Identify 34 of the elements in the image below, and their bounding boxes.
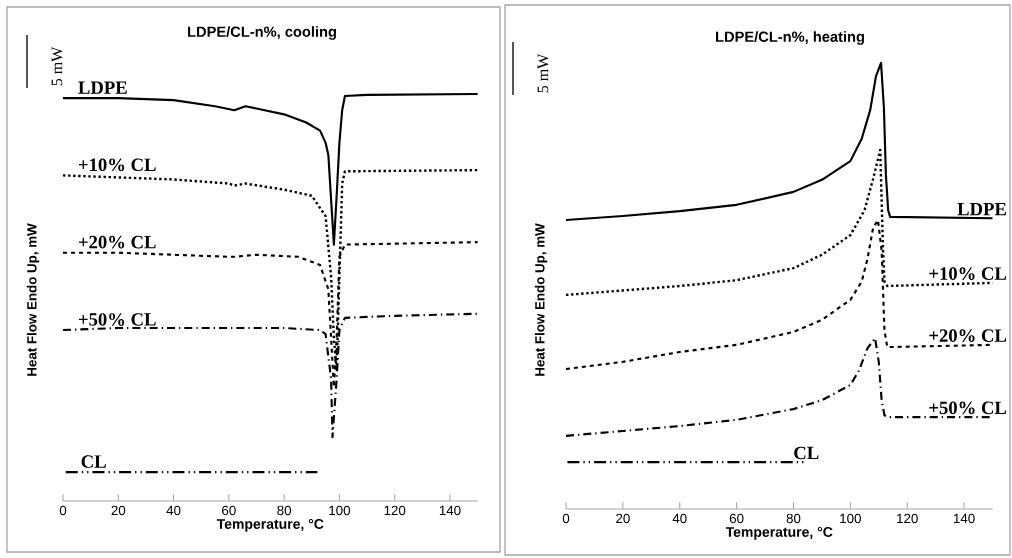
chart-title: LDPE/CL-n%, cooling	[188, 26, 336, 40]
series-label: +20% CL	[78, 235, 156, 249]
series-label: +10% CL	[929, 267, 1007, 280]
series-label: CL	[81, 455, 106, 468]
x-tick-label: 140	[439, 505, 461, 516]
y-axis-title: Heat Flow Endo Up, mW	[534, 223, 548, 376]
series-label: +50% CL	[78, 313, 156, 326]
x-axis-title: Temperature, °C	[725, 526, 833, 540]
series-label: LDPE	[957, 203, 1006, 216]
x-tick-label: 60	[222, 505, 236, 516]
x-tick-label: 80	[786, 513, 801, 524]
series-label: +10% CL	[78, 158, 156, 172]
x-tick-label: 100	[329, 505, 351, 516]
x-tick-label: 100	[840, 513, 861, 524]
chart-title: LDPE/CL-n%, heating	[716, 31, 864, 45]
x-tick-label: 40	[672, 513, 687, 524]
series-label: +20% CL	[929, 329, 1007, 342]
x-tick-label: 120	[384, 505, 406, 516]
x-tick-label: 60	[729, 513, 744, 524]
x-tick-label: 0	[59, 505, 67, 516]
series-label: +50% CL	[929, 401, 1007, 415]
x-tick-label: 140	[953, 513, 975, 524]
text: 5 mW	[537, 53, 549, 93]
series-label: LDPE	[78, 81, 127, 94]
y-axis-title: Heat Flow Endo Up, mW	[26, 223, 40, 376]
series-label: CL	[794, 446, 819, 460]
x-tick-label: 0	[562, 513, 570, 524]
x-axis-title: Temperature, °C	[216, 518, 324, 532]
x-tick-label: 20	[111, 505, 126, 516]
x-tick-label: 80	[277, 505, 292, 516]
x-tick-label: 40	[166, 505, 181, 516]
x-tick-label: 120	[897, 513, 918, 524]
x-tick-label: 20	[616, 513, 630, 524]
text: 5 mW	[51, 46, 63, 86]
